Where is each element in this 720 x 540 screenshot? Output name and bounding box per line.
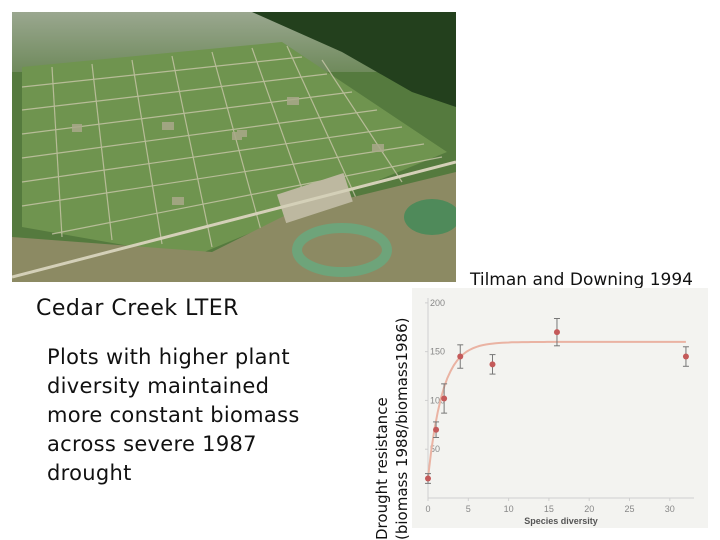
aerial-photo [12, 12, 456, 282]
data-point [489, 361, 496, 368]
data-point [457, 353, 464, 360]
y-tick-label: 50 [430, 444, 440, 454]
data-point [441, 395, 448, 402]
y-tick-label: 200 [430, 298, 445, 308]
data-point [682, 353, 689, 360]
chart-panel [412, 288, 708, 528]
x-axis-label: Species diversity [524, 516, 598, 526]
y-axis-label-line2: (biomass 1988/biomass1986) [393, 317, 411, 540]
x-tick-label: 10 [504, 504, 514, 514]
x-tick-label: 0 [425, 504, 430, 514]
x-tick-label: 30 [665, 504, 675, 514]
x-tick-label: 20 [584, 504, 594, 514]
y-tick-label: 100 [430, 395, 445, 405]
y-axis-label-line1: Drought resistance [373, 397, 391, 540]
citation: Tilman and Downing 1994 [470, 270, 693, 290]
x-tick-label: 5 [466, 504, 471, 514]
caption-body: Plots with higher plant diversity mainta… [47, 345, 300, 485]
x-tick-label: 25 [625, 504, 635, 514]
y-tick-label: 150 [430, 347, 445, 357]
data-point [433, 426, 440, 433]
x-tick-label: 15 [544, 504, 554, 514]
data-point [425, 475, 431, 482]
caption-title: Cedar Creek LTER [36, 296, 239, 321]
data-point [553, 329, 560, 336]
drought-resistance-chart: 50 100 150 200 0 5 10 15 20 25 30 Species diversity [412, 288, 708, 528]
y-axis-label: Drought resistance (biomass 1988/biomass… [372, 272, 412, 540]
